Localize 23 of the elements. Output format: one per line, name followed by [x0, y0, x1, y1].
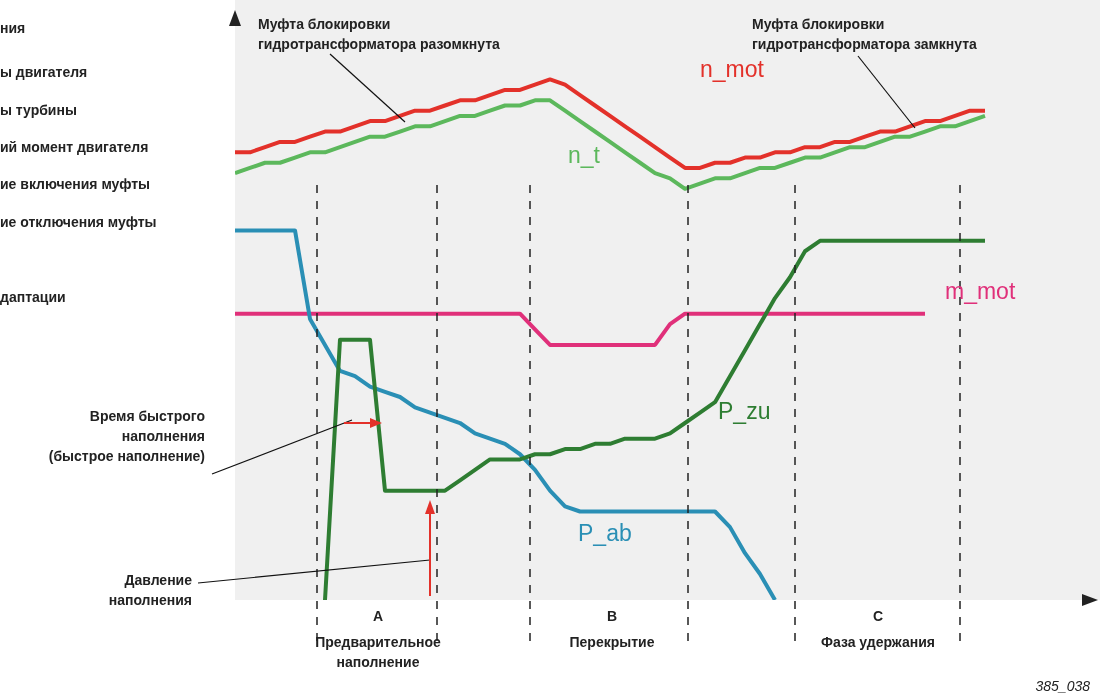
text: ния [0, 19, 26, 38]
series-label: m_mot [945, 277, 1016, 304]
series-label: P_zu [718, 397, 771, 424]
text: Перекрытие [568, 633, 656, 652]
text: Давление наполнения [108, 571, 192, 610]
text: ий момент двигателя [0, 138, 149, 157]
text: ие включения муфты [0, 175, 151, 194]
text: даптации [0, 288, 66, 307]
text: ы двигателя [0, 63, 88, 82]
text: C [871, 607, 885, 626]
text: B [605, 607, 619, 626]
text: ы турбины [0, 101, 77, 120]
text: 385_038 [1035, 677, 1090, 696]
text: Муфта блокировки гидротрансформатора замкнута [752, 15, 977, 54]
text: n_mot [700, 55, 765, 82]
text: A [371, 607, 385, 626]
text: Время быстрого наполнения (быстрое наполнение) [48, 407, 205, 466]
text: Фаза удержания [820, 633, 936, 652]
text: Муфта блокировки гидротрансформатора разомкнута [258, 15, 500, 54]
series-label: P_ab [578, 519, 632, 546]
text: Предварительное наполнение [314, 633, 442, 672]
series-label: n_t [568, 141, 601, 168]
text: ие отключения муфты [0, 213, 157, 232]
